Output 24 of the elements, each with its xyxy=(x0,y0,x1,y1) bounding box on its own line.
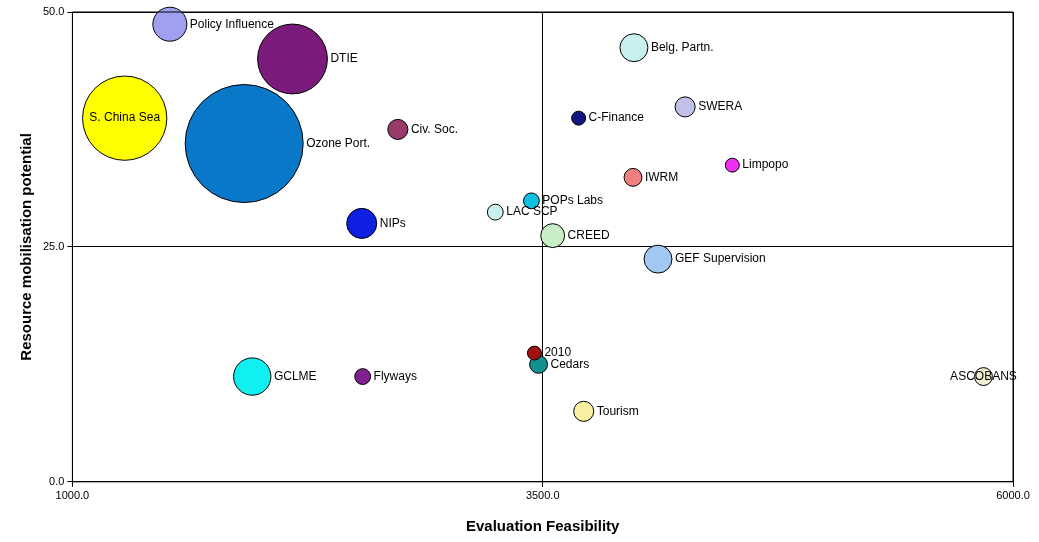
y-tick-label: 25.0 xyxy=(42,239,65,252)
series-label: Flyways xyxy=(373,368,417,383)
series-label: NIPs xyxy=(379,215,406,230)
series-label: Policy Influence xyxy=(189,16,275,31)
series-label: Ozone Port. xyxy=(306,135,371,150)
series-label: Limpopo xyxy=(742,157,789,172)
x-tick-label: 1000.0 xyxy=(55,489,90,502)
y-axis-title: Resource mobilisation potential xyxy=(17,133,35,361)
y-tick-label: 50.0 xyxy=(42,5,65,18)
x-tick-label: 3500.0 xyxy=(525,489,560,502)
series-label: Belg. Partn. xyxy=(650,40,714,55)
series-label: DTIE xyxy=(330,51,358,66)
y-tick-label: 0.0 xyxy=(49,474,65,487)
series-label: Tourism xyxy=(596,403,639,418)
series-label: SWERA xyxy=(698,99,743,114)
series-label: CREED xyxy=(567,227,610,242)
x-tick-label: 6000.0 xyxy=(996,489,1030,502)
series-label: IWRM xyxy=(644,169,679,184)
series-label: GCLME xyxy=(273,368,317,383)
series-label: GEF Supervision xyxy=(674,251,766,266)
series-label: S. China Sea xyxy=(89,110,161,125)
x-axis-title: Evaluation Feasibility xyxy=(466,517,621,535)
series-label: Civ. Soc. xyxy=(410,121,459,136)
series-label: C-Finance xyxy=(588,110,645,125)
